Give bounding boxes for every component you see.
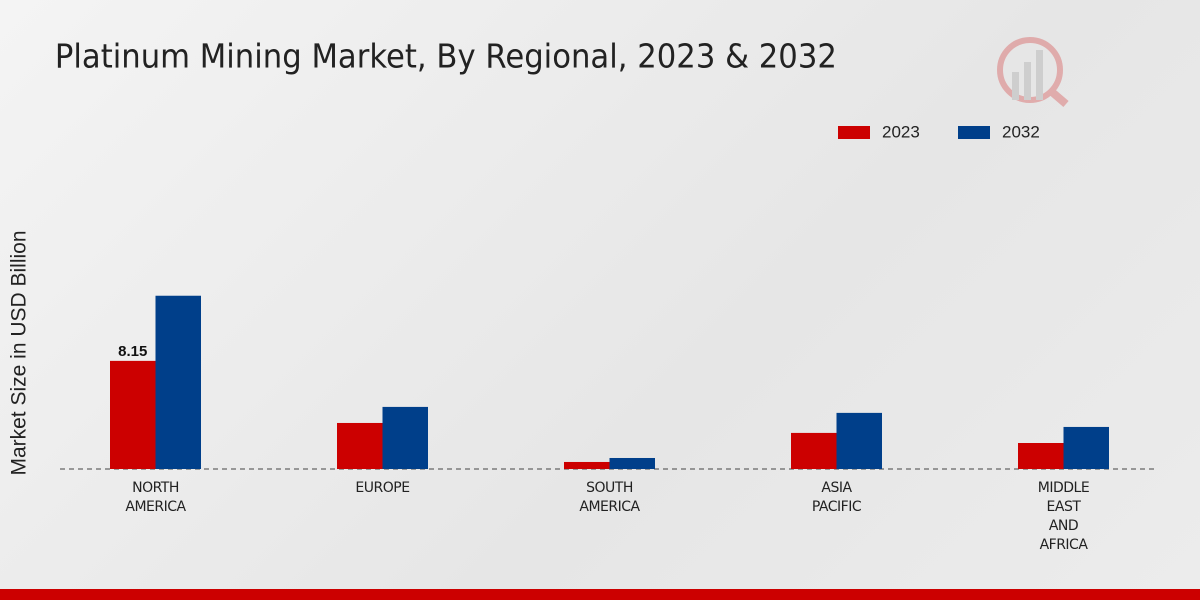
footer-bar bbox=[0, 589, 1200, 600]
legend-label: 2032 bbox=[1002, 122, 1040, 141]
legend-label: 2023 bbox=[882, 122, 920, 141]
bar bbox=[382, 406, 428, 469]
legend-swatch bbox=[958, 126, 990, 139]
watermark-logo bbox=[997, 37, 1069, 108]
x-tick-label: ASIA PACIFIC bbox=[811, 480, 862, 515]
x-tick-label: SOUTH AMERICA bbox=[579, 480, 640, 515]
x-tick-label: NORTH AMERICA bbox=[125, 480, 186, 515]
bar bbox=[564, 461, 610, 469]
bar bbox=[110, 360, 156, 469]
bar bbox=[155, 295, 201, 469]
legend-swatch bbox=[838, 126, 870, 139]
bar bbox=[609, 457, 655, 469]
data-label: 8.15 bbox=[118, 343, 147, 360]
bar bbox=[791, 432, 837, 469]
bar bbox=[337, 422, 383, 469]
y-axis-title: Market Size in USD Billion bbox=[8, 230, 31, 475]
bar bbox=[1018, 442, 1064, 469]
bar bbox=[1063, 426, 1109, 469]
bar bbox=[836, 412, 882, 469]
chart-title: Platinum Mining Market, By Regional, 202… bbox=[55, 36, 837, 75]
x-tick-label: EUROPE bbox=[355, 480, 410, 496]
x-tick-label: MIDDLE EAST AND AFRICA bbox=[1037, 480, 1090, 553]
